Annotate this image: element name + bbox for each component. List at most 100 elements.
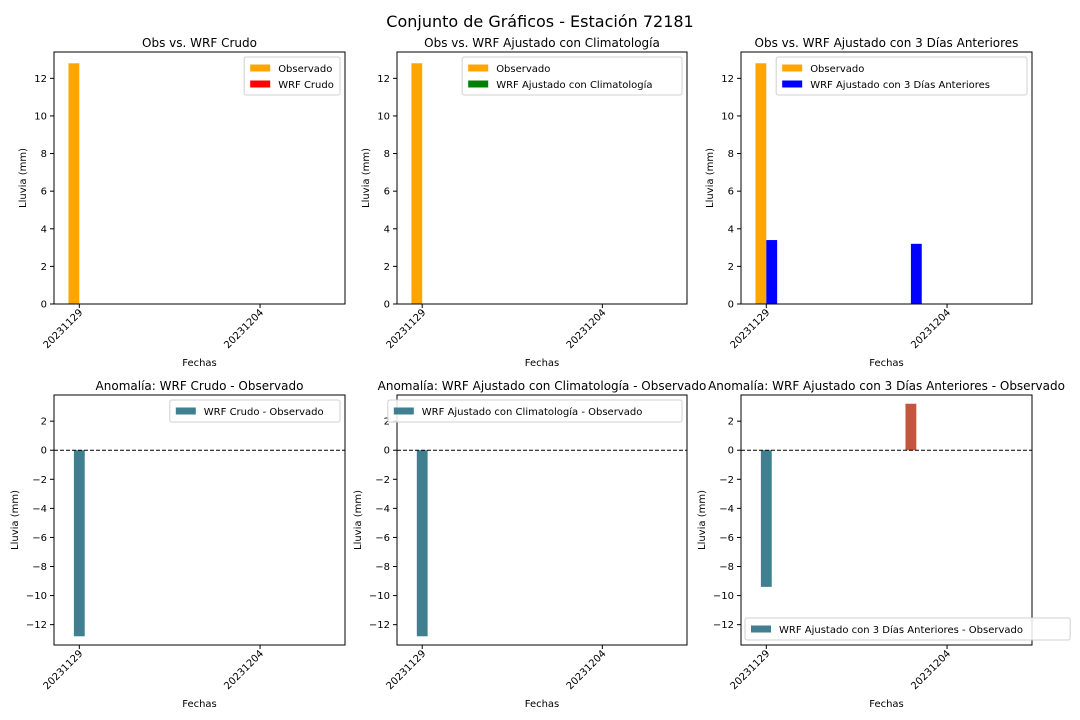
y-tick-label: 12	[377, 74, 390, 85]
x-tick-label: 20231129	[729, 307, 773, 351]
y-tick-label: −4	[719, 504, 734, 515]
bar	[755, 63, 767, 304]
axes-frame	[396, 51, 688, 305]
legend-label: WRF Ajustado con 3 Días Anteriores - Obs…	[779, 624, 1023, 636]
y-tick-label: 12	[721, 74, 734, 85]
legend-label: Observado	[278, 64, 332, 75]
y-tick-label: 10	[34, 111, 47, 122]
y-tick-label: −8	[719, 562, 734, 573]
axes-frame	[53, 51, 346, 305]
bar	[68, 63, 80, 304]
legend-swatch	[393, 407, 414, 415]
legend-label: WRF Ajustado con Climatología - Observad…	[422, 406, 643, 418]
bar	[910, 243, 922, 304]
legend-box	[461, 56, 683, 96]
y-axis-label: Lluvia (mm)	[353, 490, 364, 550]
chart-panel-5: Anomalía: WRF Ajustado con Climatología …	[353, 379, 706, 710]
x-tick-label: 20231204	[909, 648, 953, 692]
y-tick-label: −10	[26, 591, 47, 602]
y-tick-label: 4	[728, 224, 734, 235]
y-axis-label: Lluvia (mm)	[361, 148, 372, 208]
legend-label: WRF Ajustado con 3 Días Anteriores	[810, 79, 990, 91]
x-tick-label: 20231204	[565, 307, 609, 351]
y-tick-label: −2	[719, 475, 734, 486]
chart-panel-6: Anomalía: WRF Ajustado con 3 Días Anteri…	[697, 379, 1071, 710]
legend-swatch	[175, 407, 196, 415]
chart-title: Anomalía: WRF Ajustado con Climatología …	[378, 379, 707, 393]
x-axis-label: Fechas	[182, 358, 217, 369]
legend-swatch	[250, 64, 271, 72]
y-tick-label: −10	[713, 591, 734, 602]
axes-frame	[396, 394, 688, 646]
y-tick-label: 6	[384, 187, 390, 198]
chart-title: Anomalía: WRF Crudo - Observado	[96, 379, 304, 393]
y-tick-label: −4	[32, 504, 47, 515]
y-tick-label: −2	[32, 475, 47, 486]
bar	[73, 450, 85, 637]
legend-swatch	[250, 80, 271, 88]
y-tick-label: 0	[384, 300, 390, 311]
x-tick-label: 20231129	[42, 648, 86, 692]
x-tick-label: 20231204	[565, 648, 609, 692]
legend: WRF Ajustado con 3 Días Anteriores - Obs…	[744, 617, 1071, 641]
y-axis-label: Lluvia (mm)	[697, 490, 708, 550]
y-tick-label: 0	[728, 446, 734, 457]
y-tick-label: −8	[32, 562, 47, 573]
y-tick-label: 2	[384, 417, 390, 428]
y-tick-label: 8	[384, 149, 390, 160]
y-tick-label: 4	[41, 224, 47, 235]
x-tick-label: 20231129	[385, 648, 429, 692]
y-axis-label: Lluvia (mm)	[10, 490, 21, 550]
y-tick-label: 10	[377, 111, 390, 122]
legend-label: WRF Crudo	[278, 80, 334, 91]
y-tick-label: −12	[26, 620, 47, 631]
axes-frame	[53, 394, 346, 646]
legend: WRF Ajustado con Climatología - Observad…	[387, 399, 683, 423]
x-tick-label: 20231204	[909, 307, 953, 351]
y-tick-label: 0	[41, 300, 47, 311]
y-tick-label: 10	[721, 111, 734, 122]
legend: Observado WRF Crudo	[243, 56, 341, 96]
legend-box	[387, 399, 683, 423]
x-tick-label: 20231204	[222, 307, 266, 351]
legend-swatch	[782, 64, 803, 72]
x-axis-label: Fechas	[525, 699, 560, 710]
x-tick-label: 20231129	[42, 307, 86, 351]
y-tick-label: −12	[369, 620, 390, 631]
axes-frame	[740, 394, 1033, 646]
bar	[760, 450, 772, 587]
y-tick-label: 2	[728, 417, 734, 428]
legend-swatch	[751, 625, 771, 633]
x-axis-label: Fechas	[869, 358, 904, 369]
y-tick-label: 6	[41, 187, 47, 198]
y-tick-label: −2	[375, 475, 390, 486]
bar	[766, 240, 778, 304]
axes-frame	[740, 51, 1033, 305]
y-tick-label: 8	[41, 149, 47, 160]
legend-label: WRF Ajustado con Climatología	[496, 79, 652, 91]
y-tick-label: 4	[384, 224, 390, 235]
y-tick-label: 6	[728, 187, 734, 198]
y-tick-label: −12	[713, 620, 734, 631]
legend: Observado WRF Ajustado con Climatología	[461, 56, 683, 96]
bar	[905, 403, 917, 451]
y-tick-label: 0	[41, 446, 47, 457]
x-axis-label: Fechas	[869, 699, 904, 710]
x-tick-label: 20231129	[385, 307, 429, 351]
y-tick-label: 8	[728, 149, 734, 160]
y-tick-label: 0	[728, 300, 734, 311]
x-axis-label: Fechas	[525, 358, 560, 369]
legend-box	[744, 617, 1071, 641]
y-tick-label: 2	[41, 262, 47, 273]
bar	[416, 450, 428, 637]
y-tick-label: 2	[728, 262, 734, 273]
y-tick-label: −6	[32, 533, 47, 544]
chart-title: Anomalía: WRF Ajustado con 3 Días Anteri…	[708, 379, 1065, 393]
x-axis-label: Fechas	[182, 699, 217, 710]
chart-panel-1: Obs vs. WRF Crudo 0 2 4 6 8 10 12 20231129 202312…	[18, 36, 346, 369]
y-tick-label: −6	[375, 533, 390, 544]
legend-label: Observado	[810, 64, 864, 75]
legend-label: Observado	[496, 64, 550, 75]
chart-panel-3: Obs vs. WRF Ajustado con 3 Días Anterior…	[705, 36, 1033, 369]
chart-panel-2: Obs vs. WRF Ajustado con Climatología 0 2 4…	[361, 36, 688, 369]
